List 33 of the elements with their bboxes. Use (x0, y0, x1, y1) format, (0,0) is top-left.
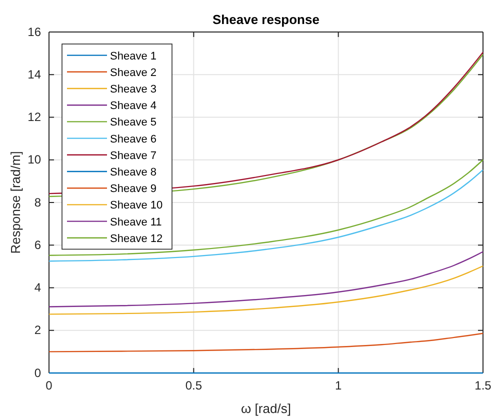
x-tick-label: 1 (334, 378, 342, 393)
line-series (48, 251, 484, 308)
legend-label: Sheave 4 (110, 100, 156, 112)
y-tick-label: 10 (28, 152, 42, 167)
line-series (48, 169, 484, 262)
y-tick-label: 14 (28, 67, 42, 82)
legend-label: Sheave 2 (110, 66, 156, 79)
legend-label: Sheave 12 (110, 232, 163, 245)
x-tick-label: 1.5 (474, 378, 492, 393)
legend-label: Sheave 10 (110, 200, 163, 212)
legend-label: Sheave 1 (110, 50, 156, 62)
y-tick-label: 4 (34, 280, 42, 295)
x-tick-label: 0.5 (185, 378, 202, 393)
y-tick-label: 0 (34, 366, 42, 380)
y-tick-label: 6 (34, 238, 42, 252)
legend-label: Sheave 7 (110, 150, 156, 162)
y-tick-label: 2 (34, 323, 42, 338)
line-series (48, 332, 484, 352)
chart-title: Sheave response (212, 12, 320, 27)
y-tick-label: 12 (28, 110, 42, 124)
y-tick-label: 16 (28, 24, 42, 39)
y-tick-label: 8 (34, 195, 42, 210)
legend-label: Sheave 9 (110, 183, 156, 196)
legend-label: Sheave 6 (110, 133, 156, 146)
x-tick-label: 0 (46, 378, 53, 393)
legend-label: Sheave 3 (110, 84, 156, 96)
y-axis-title: Response [rad/m] (8, 151, 23, 254)
legend-label: Sheave 11 (110, 216, 162, 228)
line-series (48, 159, 484, 256)
legend-label: Sheave 8 (110, 166, 156, 178)
x-axis-title: ω [rad/s] (241, 401, 291, 416)
legend-label: Sheave 5 (110, 116, 156, 129)
line-series (48, 265, 484, 315)
